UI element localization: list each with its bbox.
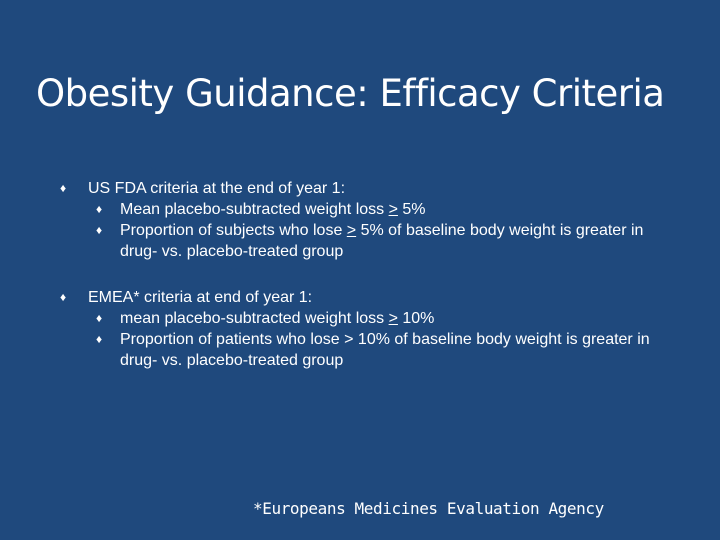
greater-equal-operator: > [346,222,357,239]
item-text: 5% of baseline body weight is greater in… [120,222,644,260]
greater-equal-operator: > [388,310,398,327]
diamond-bullet-icon: ♦ [96,202,103,216]
item-text: 5% [397,201,426,218]
slide-title: Obesity Guidance: Efficacy Criteria [36,72,665,115]
item-text: Proportion of patients who lose > 10% of… [120,331,650,369]
criteria-section-emea: ♦ EMEA* criteria at end of year 1: ♦ mea… [60,287,680,371]
item-text: mean placebo-subtracted weight loss [120,310,389,327]
item-text: 10% [397,310,435,327]
diamond-bullet-icon: ♦ [96,332,103,346]
diamond-bullet-icon: ♦ [96,311,103,325]
list-item: ♦ mean placebo-subtracted weight loss > … [60,308,680,329]
section-heading-text: EMEA* criteria at end of year 1: [88,289,313,306]
diamond-bullet-icon: ♦ [60,290,67,304]
list-item: ♦ Mean placebo-subtracted weight loss > … [60,199,680,220]
list-item: ♦ Proportion of subjects who lose > 5% o… [60,220,680,262]
list-item: ♦ Proportion of patients who lose > 10% … [60,329,680,371]
bullet-list: ♦ US FDA criteria at the end of year 1: … [60,178,680,396]
greater-equal-operator: > [388,201,398,218]
section-heading: ♦ EMEA* criteria at end of year 1: [60,287,680,308]
diamond-bullet-icon: ♦ [60,181,67,195]
item-text: Proportion of subjects who lose [120,222,347,239]
footnote: *Europeans Medicines Evaluation Agency [253,499,604,518]
diamond-bullet-icon: ♦ [96,223,103,237]
section-heading: ♦ US FDA criteria at the end of year 1: [60,178,680,199]
criteria-section-fda: ♦ US FDA criteria at the end of year 1: … [60,178,680,262]
section-heading-text: US FDA criteria at the end of year 1: [88,180,346,197]
item-text: Mean placebo-subtracted weight loss [120,201,389,218]
